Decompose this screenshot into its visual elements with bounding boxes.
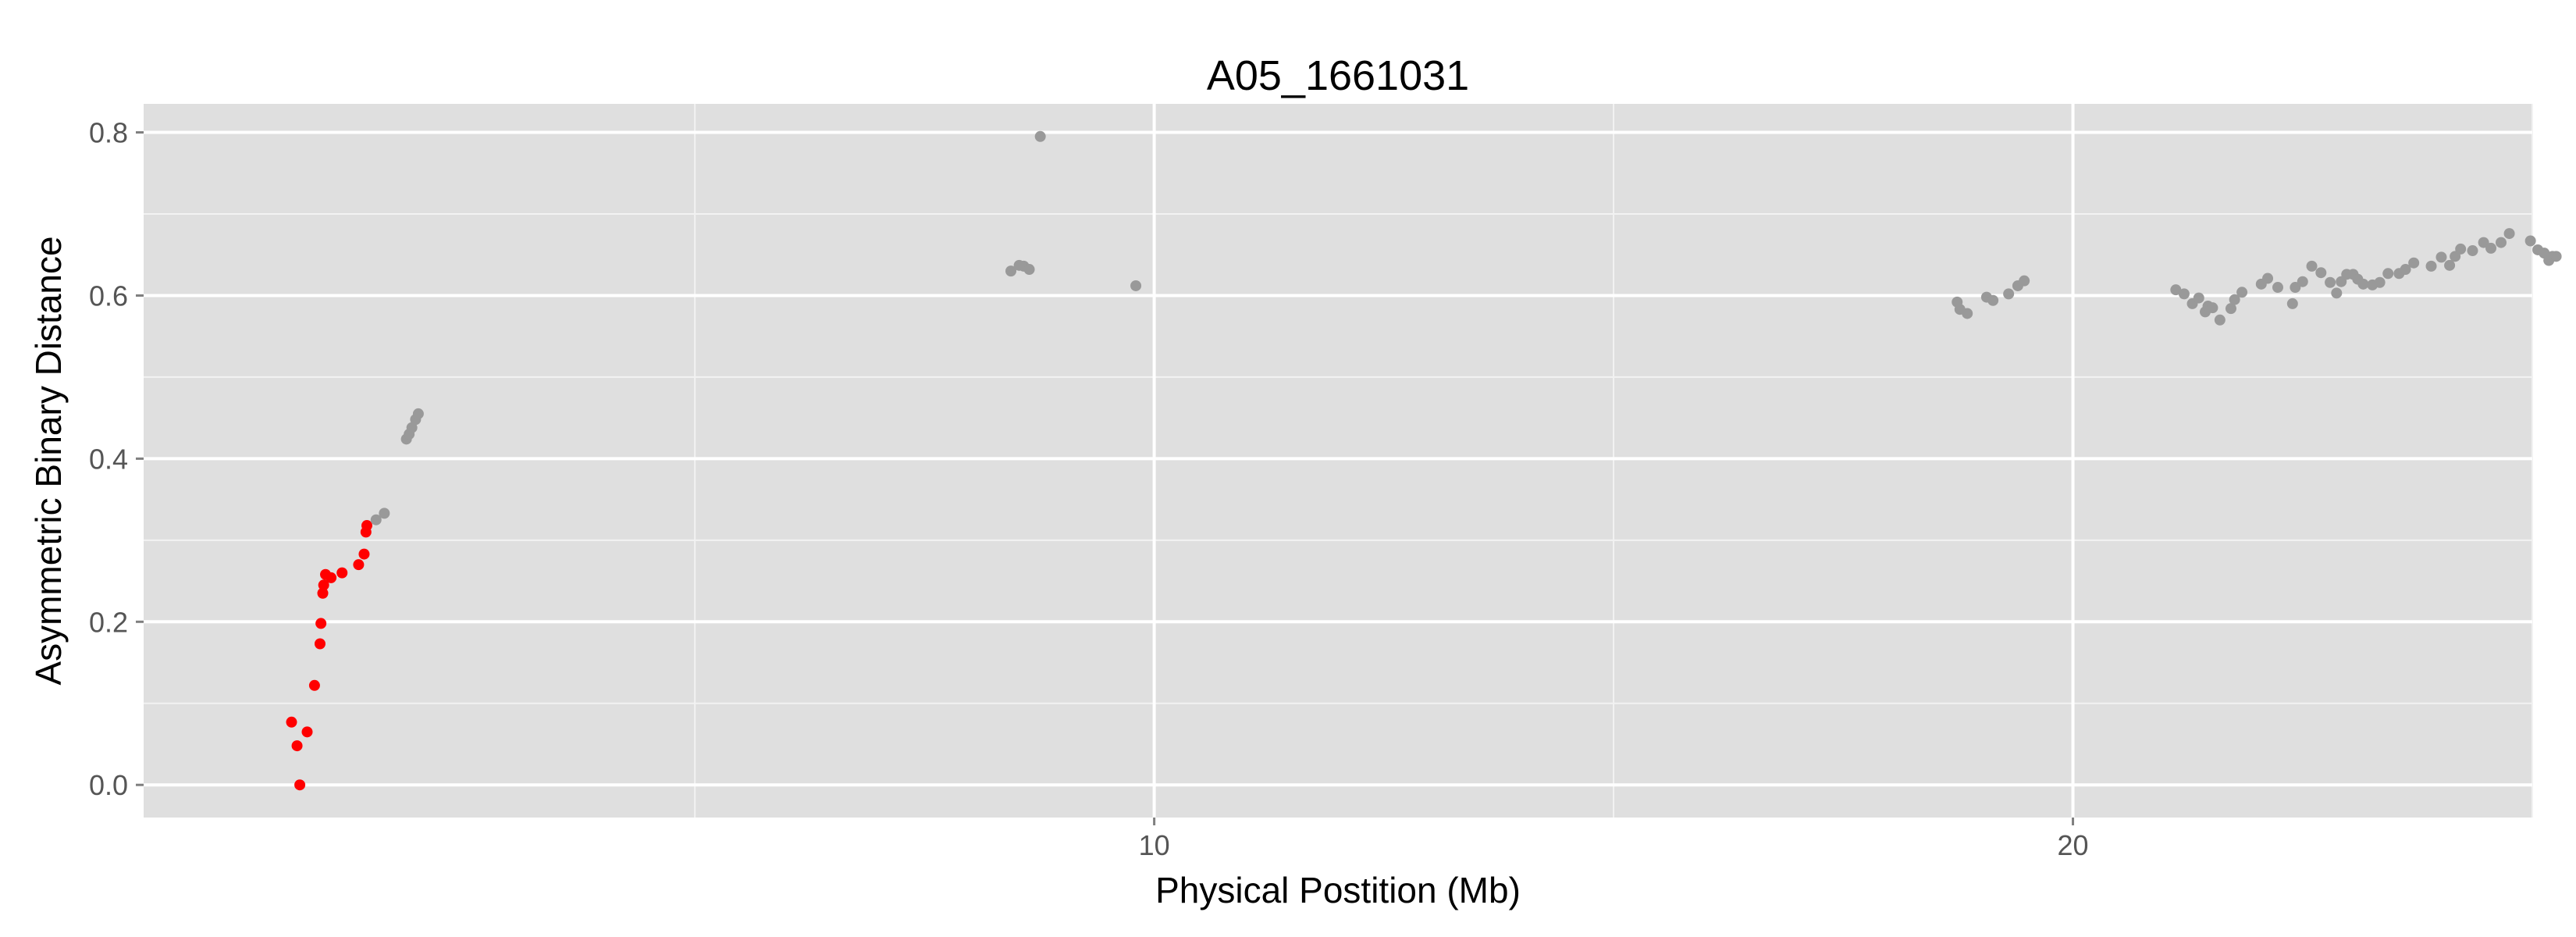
data-point [2225,303,2236,315]
data-point [314,638,326,650]
data-point [291,740,303,752]
data-point [2003,288,2015,300]
data-point [353,559,365,571]
data-point [326,572,337,583]
data-point [286,716,297,728]
data-point [1034,130,1046,142]
data-point [2178,288,2190,300]
y-tick-label: 0.6 [89,280,128,312]
data-point [2495,237,2507,248]
data-point [317,587,329,599]
data-point [412,408,424,419]
data-point [1962,308,1973,319]
y-tick-label: 0.8 [89,117,128,149]
data-point [2455,243,2467,255]
data-point [2444,259,2456,271]
data-point [1987,294,1999,306]
data-point [336,567,348,579]
x-axis-title: Physical Postition (Mb) [1155,870,1521,910]
data-point [318,579,329,591]
data-point [2357,278,2369,290]
data-point [379,508,390,519]
data-point [2503,228,2515,240]
data-point [2306,260,2318,272]
data-point [2286,297,2298,309]
data-point [2272,282,2283,294]
data-point [2400,264,2411,276]
data-point [2236,287,2248,298]
y-tick-label: 0.0 [89,769,128,801]
data-point [2214,314,2226,326]
data-point [294,779,306,791]
chart-title: A05_1661031 [1207,52,1469,99]
data-point [2550,251,2562,262]
data-point [2297,276,2308,287]
data-point [2524,235,2536,247]
data-point [2331,287,2343,299]
data-point [2425,260,2437,272]
data-point [361,520,372,532]
y-tick-label: 0.2 [89,606,128,638]
data-point [2290,282,2301,294]
data-point [2478,237,2489,248]
data-point [2325,276,2336,288]
data-point [2315,267,2327,279]
x-tick-label: 10 [1139,829,1170,861]
data-point [315,618,327,629]
data-point [2170,284,2182,296]
data-point [308,679,320,691]
data-point [2374,276,2386,288]
data-point [2382,268,2394,280]
data-point [2408,257,2420,269]
data-point [370,514,382,526]
data-point [301,726,313,738]
data-point [2262,273,2274,284]
x-tick-label: 20 [2058,829,2089,861]
data-point [2485,242,2497,254]
data-point [2019,275,2030,287]
data-point [1130,280,1142,291]
plot-panel [144,104,2532,818]
data-point [1005,265,1017,277]
data-point [406,422,418,433]
data-point [2467,245,2478,257]
data-point [2193,292,2204,304]
data-point [1023,264,1035,276]
data-point [2207,302,2218,314]
data-point [358,548,370,560]
data-point [2229,294,2240,305]
data-point [2435,251,2447,263]
y-tick-label: 0.4 [89,443,128,475]
y-axis-title: Asymmetric Binary Distance [28,236,69,685]
